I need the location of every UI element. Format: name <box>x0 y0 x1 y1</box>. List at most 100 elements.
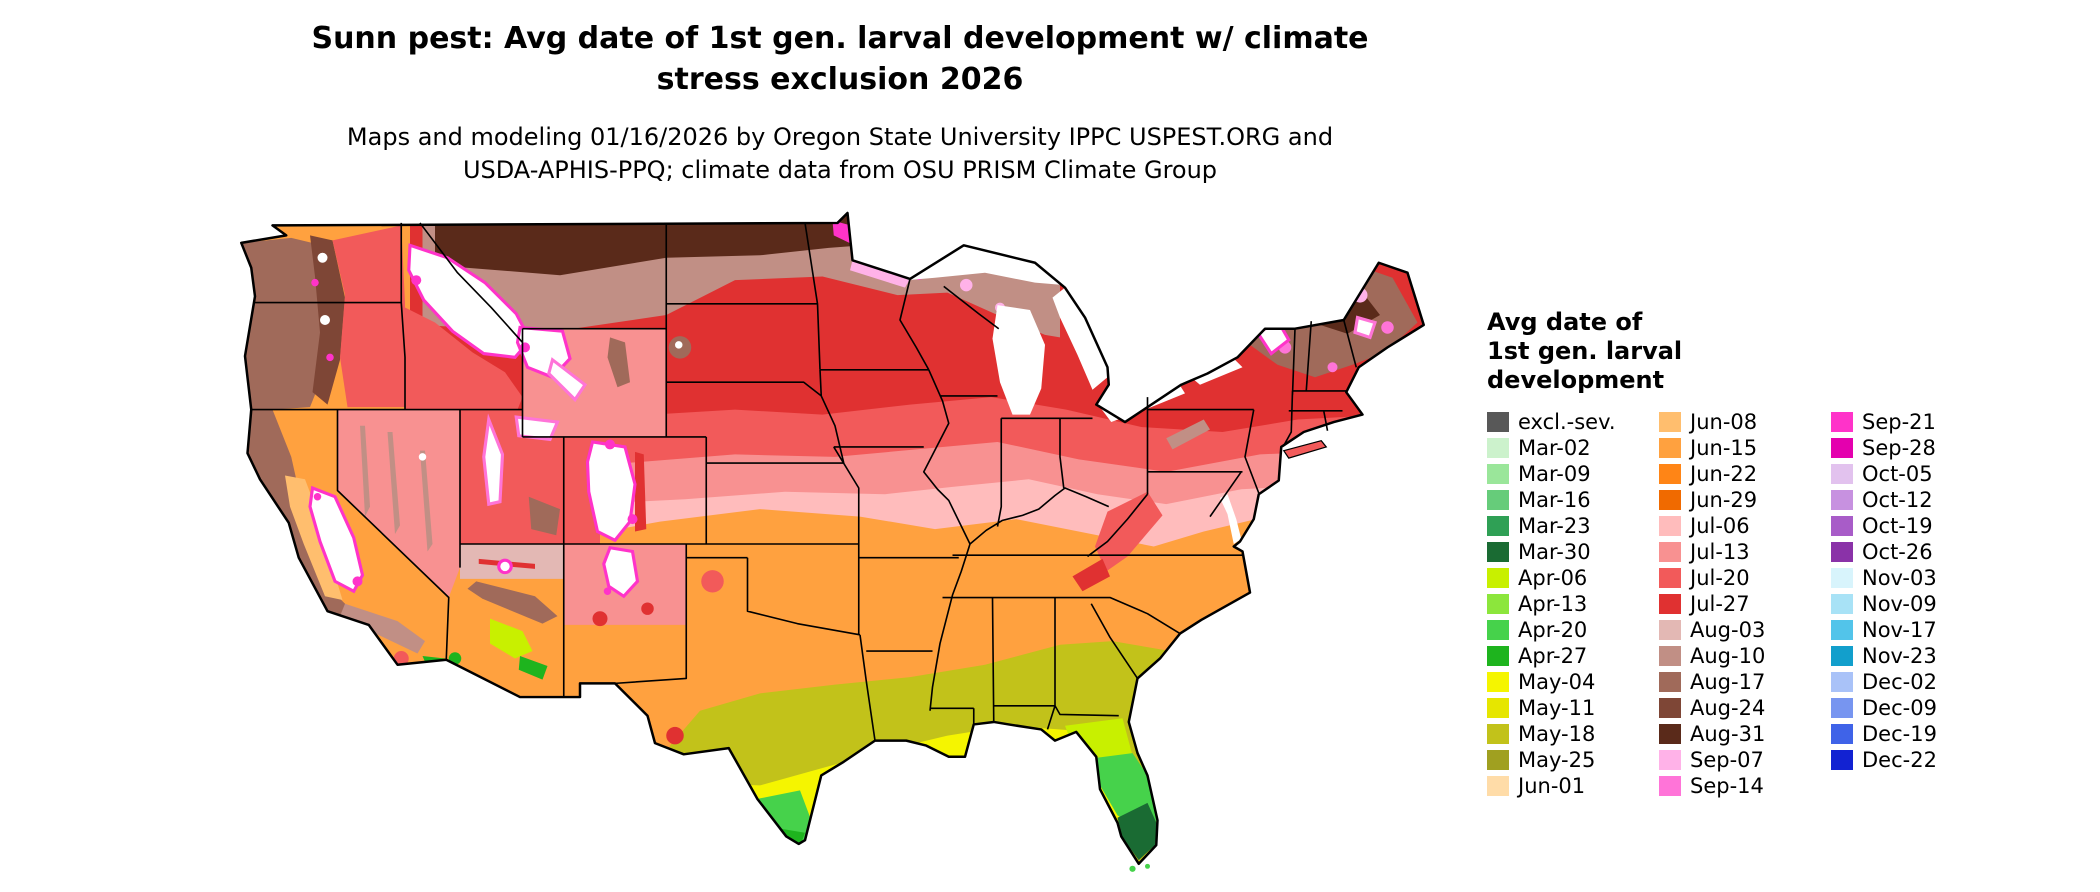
legend-label: Jun-15 <box>1690 436 1758 460</box>
legend-item: Mar-30 <box>1487 539 1645 565</box>
legend-title-line2: 1st gen. larval <box>1487 337 1683 365</box>
us-outline <box>240 211 1425 866</box>
legend-swatch <box>1659 724 1681 744</box>
legend-item: Sep-28 <box>1831 435 1989 461</box>
legend-item: Sep-21 <box>1831 409 1989 435</box>
legend-item: Dec-19 <box>1831 721 1989 747</box>
legend-item: Aug-24 <box>1659 695 1817 721</box>
legend-item: Apr-06 <box>1487 565 1645 591</box>
legend-item: Jul-27 <box>1659 591 1817 617</box>
legend-label: Jul-06 <box>1690 514 1750 538</box>
legend-swatch <box>1487 698 1509 718</box>
legend-item: Apr-27 <box>1487 643 1645 669</box>
legend-swatch <box>1659 698 1681 718</box>
legend-swatch <box>1487 776 1509 796</box>
legend-item: Jun-22 <box>1659 461 1817 487</box>
legend-swatch <box>1831 568 1853 588</box>
legend-item: Mar-23 <box>1487 513 1645 539</box>
legend-label: Apr-27 <box>1518 644 1588 668</box>
legend-label: Apr-20 <box>1518 618 1588 642</box>
legend-swatch <box>1487 542 1509 562</box>
legend-item: Oct-26 <box>1831 539 1989 565</box>
legend-label: Jun-01 <box>1518 774 1586 798</box>
legend-swatch <box>1831 620 1853 640</box>
legend-swatch <box>1659 464 1681 484</box>
legend-label: Mar-09 <box>1518 462 1591 486</box>
legend-label: Apr-06 <box>1518 566 1588 590</box>
legend-label: May-04 <box>1518 670 1596 694</box>
legend-item: Jul-20 <box>1659 565 1817 591</box>
legend-swatch <box>1659 594 1681 614</box>
legend-item: Dec-22 <box>1831 747 1989 773</box>
legend-swatch <box>1831 672 1853 692</box>
us-map-container <box>235 208 1435 880</box>
legend-label: Aug-31 <box>1690 722 1766 746</box>
legend-label: Jun-29 <box>1690 488 1758 512</box>
legend-swatch <box>1659 776 1681 796</box>
legend-label: Sep-14 <box>1690 774 1764 798</box>
legend-label: Nov-03 <box>1862 566 1937 590</box>
legend-swatch <box>1659 516 1681 536</box>
legend-label: Jun-08 <box>1690 410 1758 434</box>
legend-label: Dec-22 <box>1862 748 1937 772</box>
legend: Avg date of 1st gen. larval development … <box>1487 308 1989 799</box>
legend-label: Aug-17 <box>1690 670 1766 694</box>
legend-item: Aug-03 <box>1659 617 1817 643</box>
legend-swatch <box>1487 568 1509 588</box>
legend-label: excl.-sev. <box>1518 410 1616 434</box>
legend-swatch <box>1831 542 1853 562</box>
legend-label: Oct-19 <box>1862 514 1933 538</box>
legend-column: excl.-sev. Mar-02 Mar-09 Mar-16 Mar-23 Mar-30… <box>1487 409 1645 799</box>
legend-item: May-04 <box>1487 669 1645 695</box>
legend-label: Apr-13 <box>1518 592 1588 616</box>
legend-label: Nov-23 <box>1862 644 1937 668</box>
legend-item: Nov-09 <box>1831 591 1989 617</box>
legend-swatch <box>1487 672 1509 692</box>
legend-swatch <box>1831 438 1853 458</box>
legend-item: Sep-14 <box>1659 773 1817 799</box>
legend-label: Sep-07 <box>1690 748 1764 772</box>
legend-item: Oct-12 <box>1831 487 1989 513</box>
legend-swatch <box>1487 490 1509 510</box>
legend-swatch <box>1659 646 1681 666</box>
legend-swatch <box>1831 646 1853 666</box>
legend-item: Oct-05 <box>1831 461 1989 487</box>
legend-swatch <box>1659 542 1681 562</box>
legend-item: Apr-20 <box>1487 617 1645 643</box>
legend-item: Aug-31 <box>1659 721 1817 747</box>
legend-label: Aug-24 <box>1690 696 1766 720</box>
legend-swatch <box>1487 412 1509 432</box>
subtitle: Maps and modeling 01/16/2026 by Oregon S… <box>100 121 1580 187</box>
legend-item: May-18 <box>1487 721 1645 747</box>
legend-swatch <box>1831 698 1853 718</box>
legend-swatch <box>1659 568 1681 588</box>
legend-item: May-25 <box>1487 747 1645 773</box>
legend-swatch <box>1659 672 1681 692</box>
legend-swatch <box>1487 438 1509 458</box>
subtitle-line2: USDA-APHIS-PPQ; climate data from OSU PR… <box>462 156 1218 184</box>
legend-label: Dec-02 <box>1862 670 1937 694</box>
legend-item: excl.-sev. <box>1487 409 1645 435</box>
legend-label: May-25 <box>1518 748 1596 772</box>
legend-label: Sep-21 <box>1862 410 1936 434</box>
legend-label: Dec-19 <box>1862 722 1937 746</box>
legend-swatch <box>1487 724 1509 744</box>
legend-swatch <box>1659 620 1681 640</box>
legend-label: Oct-26 <box>1862 540 1933 564</box>
legend-label: Sep-28 <box>1862 436 1936 460</box>
legend-label: Jul-13 <box>1690 540 1750 564</box>
legend-item: Mar-16 <box>1487 487 1645 513</box>
legend-item: Mar-09 <box>1487 461 1645 487</box>
legend-label: May-11 <box>1518 696 1596 720</box>
legend-swatch <box>1487 464 1509 484</box>
legend-title-line1: Avg date of <box>1487 308 1643 336</box>
page-title-line2: stress exclusion 2026 <box>656 62 1024 97</box>
legend-label: Jul-20 <box>1690 566 1750 590</box>
legend-swatch <box>1487 516 1509 536</box>
legend-item: Dec-09 <box>1831 695 1989 721</box>
legend-item: Jun-01 <box>1487 773 1645 799</box>
legend-column: Sep-21 Sep-28 Oct-05 Oct-12 Oct-19 Oct-26 Nov-… <box>1831 409 1989 799</box>
legend-label: Aug-03 <box>1690 618 1766 642</box>
legend-swatch <box>1831 750 1853 770</box>
long-island-and-keys <box>1129 440 1328 872</box>
